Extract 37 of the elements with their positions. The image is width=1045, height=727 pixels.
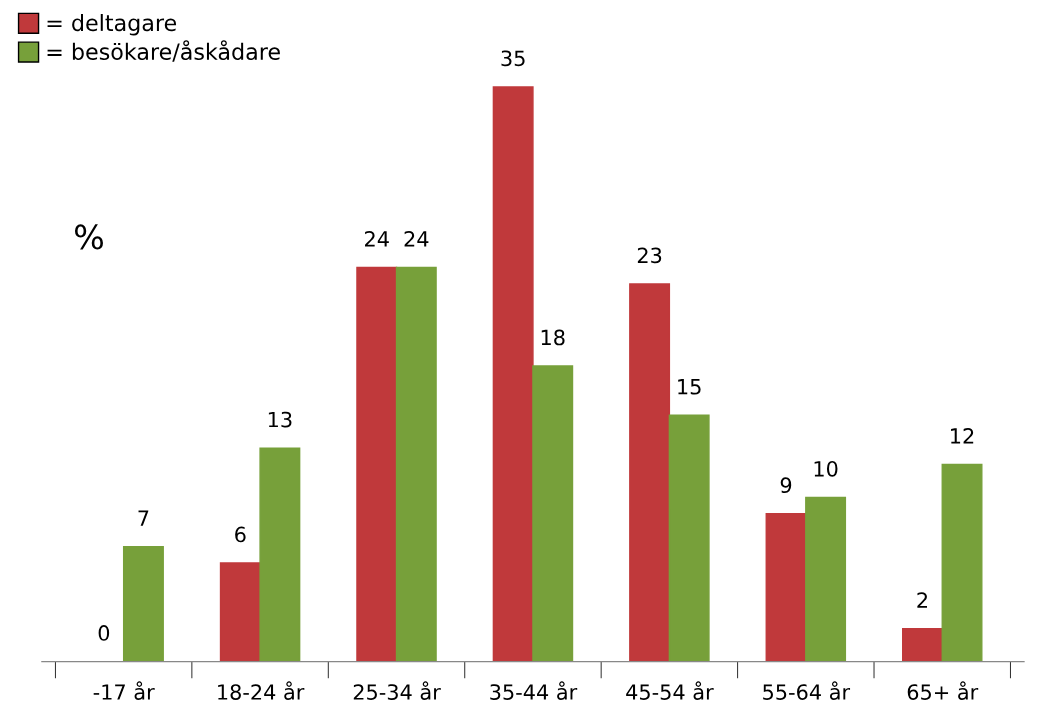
bar [219,562,261,662]
bar [805,496,847,662]
bar [356,266,398,662]
x-tick-label: 55-64 år [763,681,851,700]
data-label: 35 [501,50,525,67]
bar [259,447,301,662]
data-label: 13 [268,411,292,428]
data-label: 2 [917,592,927,608]
data-label: 0 [98,625,110,641]
x-tick-label: 45-54 år [626,681,714,700]
data-label: 24 [404,231,429,247]
bar [492,86,534,662]
x-tick-label: 35-44 år [490,681,578,700]
legend-label: = besökare/åskådare [47,40,280,62]
bar [941,463,983,662]
bar [668,414,710,662]
x-tick-label: 65+ år [907,681,979,700]
bar [532,365,574,662]
x-tick-label: 25-34 år [353,681,441,700]
bar [901,628,943,662]
data-label: 7 [138,510,149,526]
bar [629,283,671,662]
bar [395,266,437,662]
bar [765,513,807,662]
data-label: 18 [541,329,565,346]
x-tick-label: -17 år [93,681,155,700]
bar [122,545,164,662]
x-tick-label: 18-24 år [218,681,305,700]
data-label: 10 [814,460,838,477]
data-label: 15 [678,379,701,395]
data-label: 9 [780,477,792,494]
data-label: 12 [951,428,974,444]
legend-label: = deltagare [47,14,177,36]
data-label: 6 [235,526,246,543]
data-label: 23 [637,247,662,264]
y-axis-title: % [74,224,103,250]
data-label: 24 [365,231,389,247]
